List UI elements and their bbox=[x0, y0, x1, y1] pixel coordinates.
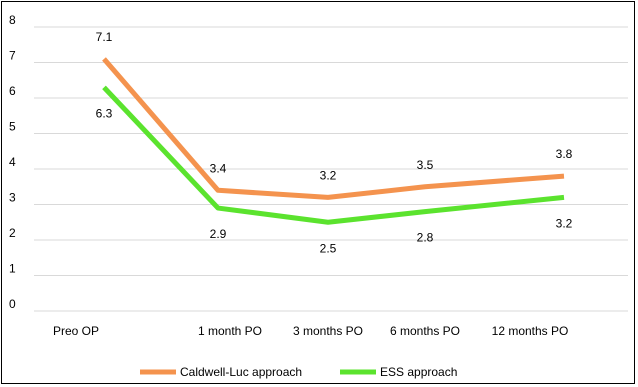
data-label: 2.5 bbox=[320, 241, 337, 255]
y-tick-label: 3 bbox=[9, 191, 16, 205]
gridlines bbox=[34, 26, 628, 312]
x-tick-label: 1 month PO bbox=[198, 324, 262, 338]
y-tick-label: 6 bbox=[9, 84, 16, 98]
data-label: 7.1 bbox=[96, 30, 113, 44]
x-axis-ticks: Preo OP 1 month PO 3 months PO 6 months PO 1… bbox=[53, 324, 568, 338]
data-labels: 7.1 3.4 3.2 3.5 3.8 6.3 2.9 2.5 2.8 3.2 bbox=[96, 30, 573, 255]
data-label: 3.4 bbox=[210, 161, 227, 175]
series-lines bbox=[102, 57, 565, 225]
ess-line bbox=[102, 85, 565, 225]
y-tick-label: 0 bbox=[9, 297, 16, 311]
y-tick-label: 2 bbox=[9, 226, 16, 240]
data-label: 6.3 bbox=[96, 106, 113, 120]
y-tick-label: 8 bbox=[9, 13, 16, 27]
caldwell-luc-line bbox=[102, 57, 565, 200]
y-tick-label: 5 bbox=[9, 120, 16, 134]
data-label: 3.2 bbox=[556, 216, 573, 230]
data-label: 2.9 bbox=[210, 227, 227, 241]
data-label: 3.8 bbox=[556, 147, 573, 161]
y-tick-label: 7 bbox=[9, 49, 16, 63]
legend: Caldwell-Luc approach ESS approach bbox=[140, 365, 457, 379]
x-tick-label: Preo OP bbox=[53, 324, 99, 338]
x-tick-label: 3 months PO bbox=[293, 324, 363, 338]
data-label: 3.5 bbox=[417, 158, 434, 172]
legend-label: ESS approach bbox=[380, 365, 457, 379]
x-tick-label: 6 months PO bbox=[390, 324, 460, 338]
data-label: 2.8 bbox=[417, 231, 434, 245]
y-tick-label: 1 bbox=[9, 262, 16, 276]
data-label: 3.2 bbox=[320, 168, 337, 182]
y-axis-ticks: 0 1 2 3 4 5 6 7 8 bbox=[9, 13, 16, 311]
x-tick-label: 12 months PO bbox=[492, 324, 569, 338]
legend-label: Caldwell-Luc approach bbox=[180, 365, 302, 379]
y-tick-label: 4 bbox=[9, 155, 16, 169]
